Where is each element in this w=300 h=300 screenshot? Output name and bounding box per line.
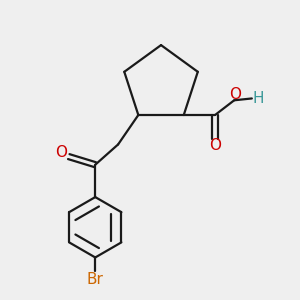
Text: O: O	[229, 87, 241, 102]
Text: Br: Br	[87, 272, 104, 287]
Text: H: H	[253, 91, 264, 106]
Text: O: O	[55, 145, 67, 160]
Text: O: O	[209, 138, 221, 153]
